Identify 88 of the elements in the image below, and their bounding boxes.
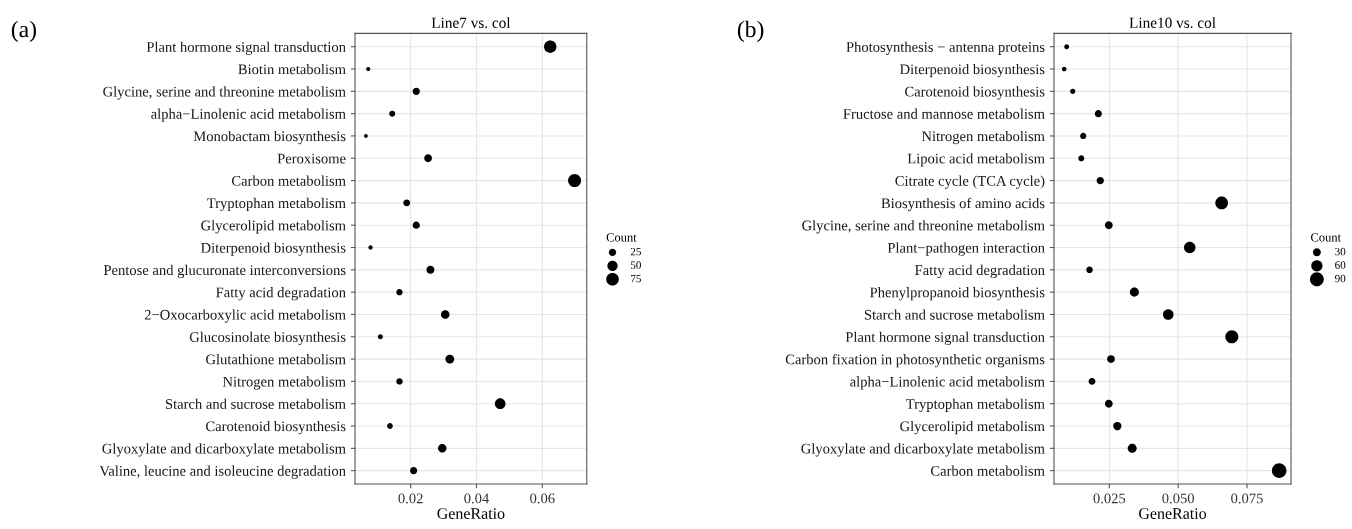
point <box>1113 421 1122 431</box>
point <box>1080 132 1087 140</box>
point <box>424 154 433 163</box>
legend-label: 75 <box>631 274 641 283</box>
y-tick-label: Diterpenoid biosynthesis <box>899 63 1045 78</box>
legend-label: 25 <box>630 247 641 256</box>
y-tick-label: alpha−Linolenic acid metabolism <box>850 376 1045 390</box>
x-axis-title: GeneRatio <box>1139 508 1207 519</box>
y-tick-label: Glycerolipid metabolism <box>900 420 1045 435</box>
y-tick-label: Phenylpropanoid biosynthesis <box>870 287 1045 301</box>
y-tick-label: Fructose and mannose metabolism <box>843 108 1045 119</box>
point <box>387 423 393 429</box>
point <box>412 221 420 229</box>
y-tick-label: Carbon metabolism <box>930 465 1045 476</box>
point <box>1107 355 1115 364</box>
y-tick-label: Plant−pathogen interaction <box>887 242 1045 256</box>
y-tick-label: Fatty acid degradation <box>216 287 346 301</box>
legend-title: Count <box>1311 233 1341 242</box>
y-tick-label: Starch and sucrose metabolism <box>864 309 1045 320</box>
y-tick-label: Tryptophan metabolism <box>207 197 346 212</box>
legend-title: Count <box>606 233 637 242</box>
legend-label: 90 <box>1335 274 1346 283</box>
text: (b) <box>737 20 764 43</box>
x-tick-label: 0.04 <box>464 493 490 504</box>
y-tick-label: Starch and sucrose metabolism <box>165 398 346 409</box>
y-tick-label: Monobactam biosynthesis <box>193 130 346 145</box>
y-tick-label: Glycine, serine and threonine metabolism <box>802 220 1045 234</box>
point <box>410 467 418 475</box>
point <box>1127 443 1137 453</box>
y-tick-label: Glycerolipid metabolism <box>201 220 346 234</box>
x-tick-label: 0.06 <box>530 493 555 504</box>
y-tick-label: Glucosinolate biosynthesis <box>189 331 346 345</box>
y-tick-label: Carotenoid biosynthesis <box>206 420 346 435</box>
y-tick-label: Diterpenoid biosynthesis <box>201 242 346 256</box>
point <box>377 334 383 340</box>
point <box>1078 155 1085 162</box>
y-tick-label: Biosynthesis of amino acids <box>881 197 1045 212</box>
point <box>1096 176 1104 185</box>
point <box>403 199 411 207</box>
y-tick-label: Valine, leucine and isoleucine degradation <box>99 465 346 479</box>
y-tick-label: Glutathione metabolism <box>206 354 346 365</box>
y-tick-label: Nitrogen metabolism <box>222 376 346 390</box>
point <box>1104 399 1113 408</box>
y-tick-label: Glyoxylate and dicarboxylate metabolism <box>801 443 1045 457</box>
y-tick-label: 2−Oxocarboxylic acid metabolism <box>144 309 346 323</box>
chart-title: Line7 vs. col <box>431 17 511 28</box>
y-tick-label: Carotenoid biosynthesis <box>905 86 1045 100</box>
y-tick-label: Photosynthesis − antenna proteins <box>846 41 1045 55</box>
x-axis-title: GeneRatio <box>437 508 505 519</box>
point <box>1104 221 1113 230</box>
point <box>1086 266 1093 274</box>
x-tick-label: 0.02 <box>398 493 423 504</box>
y-tick-label: Pentose and glucuronate interconversions <box>103 264 346 279</box>
y-tick-label: Glycine, serine and threonine metabolism <box>103 86 346 100</box>
y-tick-label: Peroxisome <box>277 153 346 164</box>
point <box>396 378 403 385</box>
y-tick-label: Carbon fixation in photosynthetic organisms <box>785 353 1045 368</box>
x-tick-label: 0.050 <box>1162 493 1195 504</box>
chart-title: Line10 vs. col <box>1129 17 1216 28</box>
y-tick-label: Biotin metabolism <box>238 63 346 75</box>
y-tick-label: Lipoic acid metabolism <box>907 153 1045 167</box>
point <box>1129 287 1139 297</box>
legend-label: 60 <box>1335 261 1346 269</box>
point <box>1094 110 1102 118</box>
point <box>426 265 435 274</box>
y-tick-label: alpha−Linolenic acid metabolism <box>151 108 346 122</box>
point <box>445 354 455 364</box>
text: (a) <box>11 20 36 43</box>
y-tick-label: Tryptophan metabolism <box>906 398 1045 412</box>
y-tick-label: Glyoxylate and dicarboxylate metabolism <box>102 443 346 457</box>
y-tick-label: Fatty acid degradation <box>915 264 1045 279</box>
y-tick-label: Plant hormone signal transduction <box>845 331 1045 345</box>
point <box>396 288 403 296</box>
legend-label: 50 <box>630 261 641 269</box>
y-tick-label: Carbon metabolism <box>231 175 346 186</box>
y-tick-label: Plant hormone signal transduction <box>146 41 346 55</box>
point <box>389 110 396 117</box>
point <box>1162 309 1174 320</box>
point <box>1088 377 1096 385</box>
point <box>440 310 450 319</box>
point <box>438 444 447 453</box>
legend-label: 30 <box>1335 247 1346 256</box>
point <box>366 66 371 72</box>
x-tick-label: 0.075 <box>1231 493 1263 504</box>
point <box>412 87 420 95</box>
x-tick-label: 0.025 <box>1093 493 1126 504</box>
y-tick-label: Citrate cycle (TCA cycle) <box>895 175 1045 189</box>
y-tick-label: Nitrogen metabolism <box>921 130 1045 145</box>
